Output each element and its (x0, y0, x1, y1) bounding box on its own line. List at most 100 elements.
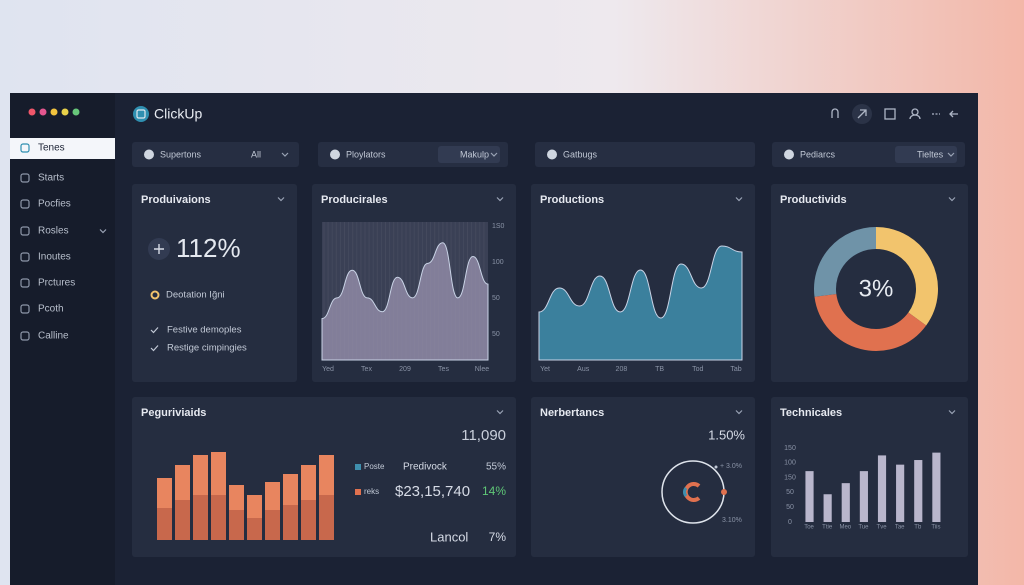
x-tick-label: Yed (322, 366, 334, 373)
sidebar-icon (20, 143, 30, 153)
list-item: Deotation Iğni (166, 290, 225, 301)
y-tick-label: 50 (492, 331, 500, 338)
x-tick-label: 208 (616, 366, 628, 373)
app-logo-glyph (136, 109, 146, 119)
app-name: ClickUp (154, 106, 202, 122)
legend-swatch (355, 489, 361, 495)
bar-segment (211, 495, 226, 540)
legend-value: 55% (486, 462, 506, 473)
sidebar-item[interactable]: Calline (38, 331, 69, 342)
x-tick-label: Ttie (822, 525, 833, 531)
bar (932, 452, 941, 522)
chevron[interactable] (735, 410, 743, 415)
chevron[interactable] (948, 197, 956, 202)
x-tick-label: Yet (540, 366, 550, 373)
sidebar-icon (20, 278, 30, 288)
bar-segment (265, 510, 280, 540)
filter-bar[interactable] (535, 142, 755, 167)
filter-icon (784, 149, 794, 160)
filter-icon (330, 149, 340, 160)
card-title: Peguriviaids (141, 407, 206, 419)
chevron[interactable] (277, 197, 285, 202)
donut-center-label: 3% (859, 275, 894, 302)
card-title: Producirales (321, 194, 388, 206)
filter-label: Pediarcs (800, 149, 836, 159)
icon-note[interactable] (884, 108, 896, 120)
sidebar-icon (20, 199, 30, 209)
chevron[interactable] (735, 197, 743, 202)
filter-select[interactable] (438, 146, 500, 163)
chevron[interactable] (496, 410, 504, 415)
x-tick-label: 209 (399, 366, 411, 373)
sidebar-item-active[interactable] (10, 138, 115, 159)
legend-name: $23,15,740 (395, 483, 470, 500)
sidebar-item[interactable]: Tenes (38, 143, 65, 154)
icon-home[interactable] (831, 108, 839, 118)
upper-label: + 3.0% (720, 463, 742, 470)
bar (859, 471, 868, 522)
icon-share[interactable] (857, 109, 867, 119)
headline: 1.50% (708, 427, 745, 442)
card (132, 184, 297, 382)
chevron[interactable] (281, 152, 289, 157)
window-dot (28, 108, 36, 116)
bar (841, 483, 850, 522)
card-title: Nerbertancs (540, 407, 604, 419)
window-dot (72, 108, 80, 116)
sidebar-item[interactable]: Rosles (38, 226, 69, 237)
y-tick-label: 150 (784, 445, 796, 452)
legend-name: Predivock (403, 462, 448, 473)
sidebar-item[interactable]: Inoutes (38, 252, 71, 263)
sidebar-icon (20, 304, 30, 314)
bar-segment (175, 465, 190, 500)
sidebar-item[interactable]: Starts (38, 173, 64, 184)
chevron[interactable] (490, 152, 498, 157)
bar-segment (247, 495, 262, 518)
icon-back[interactable] (949, 110, 958, 118)
list-item: Restige cimpingies (167, 343, 247, 354)
window-dot (39, 108, 47, 116)
check (150, 345, 159, 352)
bar-segment (229, 485, 244, 510)
bar-segment (319, 495, 334, 540)
sidebar-item[interactable]: Prctures (38, 278, 75, 289)
sidebar-item[interactable]: Pocfies (38, 199, 71, 210)
filter-label: Gatbugs (563, 149, 598, 159)
card-title: Productivids (780, 194, 847, 206)
filter-select-text[interactable]: Makulp (460, 149, 489, 159)
sidebar-icon (20, 173, 30, 183)
chevron[interactable] (99, 229, 107, 234)
chevron[interactable] (948, 410, 956, 415)
filter-select-text[interactable]: Tieltes (917, 149, 944, 159)
bar-segment (301, 500, 316, 540)
y-tick-label: 50 (786, 489, 794, 496)
filter-select[interactable] (895, 146, 957, 163)
filter-bar[interactable] (132, 142, 299, 167)
sidebar-icon (20, 331, 30, 341)
window-dot (50, 108, 58, 116)
chevron[interactable] (947, 152, 955, 157)
x-tick-label: Tex (361, 366, 372, 373)
x-tick-label: Tab (730, 366, 741, 373)
bar-segment (157, 508, 172, 540)
bar-segment (211, 452, 226, 495)
legend-label: reks (364, 487, 379, 496)
filter-select-text[interactable]: All (251, 149, 261, 159)
x-tick-label: Tb (914, 525, 922, 531)
icon-user-body (909, 114, 921, 120)
bar (877, 455, 887, 522)
footer-value: 7% (489, 530, 507, 544)
y-tick-label: 1S0 (492, 223, 505, 230)
ring-dot (721, 489, 727, 495)
total: 11,090 (461, 427, 506, 444)
filter-icon (547, 149, 557, 160)
sidebar-item[interactable]: Pcoth (38, 304, 64, 315)
bar (823, 494, 832, 522)
bar-segment (157, 478, 172, 508)
filter-icon (144, 149, 154, 160)
check (150, 327, 159, 334)
card-title: Technicales (780, 407, 842, 419)
chevron[interactable] (496, 197, 504, 202)
